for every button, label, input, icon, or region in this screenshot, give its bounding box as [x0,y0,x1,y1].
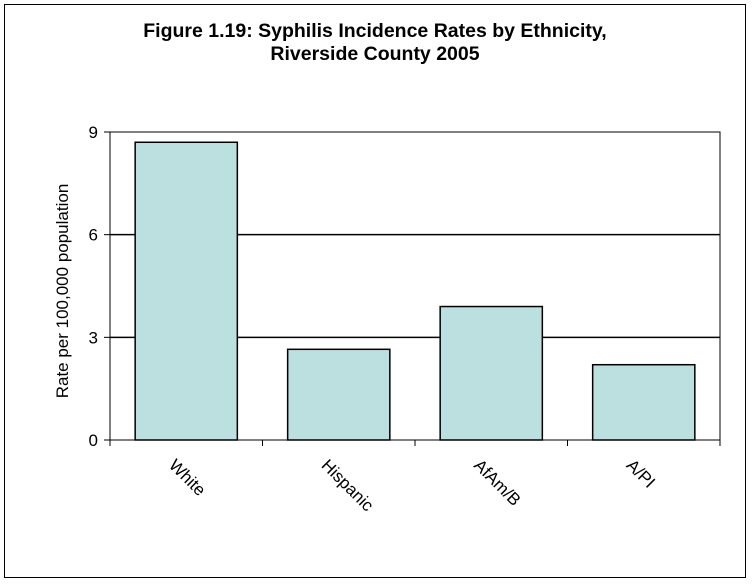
x-tick-label: A/PI [623,456,659,492]
bar-hispanic [286,348,391,441]
y-axis-title: Rate per 100,000 population [53,184,72,399]
bar-a-pi [591,363,696,441]
x-tick-label: White [165,456,209,500]
chart-frame [4,4,746,578]
bar-afam-b [439,305,544,441]
chart-title-line-2: Riverside County 2005 [270,43,480,65]
chart-title: Figure 1.19: Syphilis Incidence Rates by… [4,20,746,66]
y-tick-label: 6 [89,226,98,245]
x-tick-label: AfAm/B [470,456,524,510]
chart-title-line-1: Figure 1.19: Syphilis Incidence Rates by… [143,20,607,42]
bars [134,141,696,441]
y-tick-label: 3 [89,328,98,347]
y-tick-label: 0 [89,431,98,450]
y-tick-label: 9 [89,123,98,142]
x-tick-label: Hispanic [318,456,378,516]
bar-white [134,141,239,441]
